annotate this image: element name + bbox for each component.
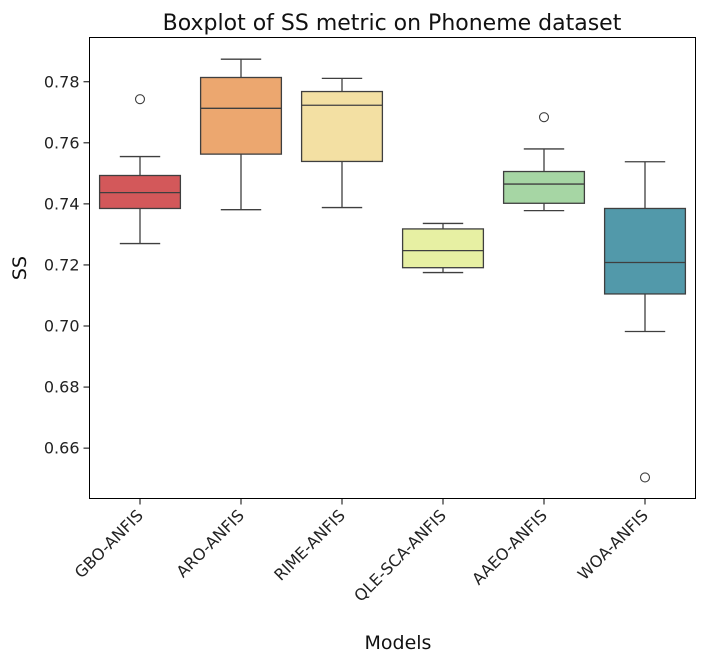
box-qle-sca-anfis	[401, 222, 485, 274]
outlier-point	[538, 112, 550, 123]
box-body	[502, 170, 586, 204]
box-body	[401, 228, 485, 269]
box-aaeo-anfis	[502, 112, 586, 212]
x-tick-label: WOA-ANFIS	[574, 506, 652, 584]
y-tick-label: 0.72	[44, 255, 80, 274]
x-tick-label: ARO-ANFIS	[173, 506, 248, 581]
y-axis: 0.66 0.68 0.70 0.72 0.74 0.76 0.78	[44, 72, 90, 458]
y-tick-label: 0.68	[44, 378, 80, 397]
outlier-point	[639, 472, 651, 483]
y-tick-label: 0.74	[44, 194, 80, 213]
y-tick-label: 0.66	[44, 439, 80, 458]
box-gbo-anfis	[98, 94, 182, 245]
chart-title: Boxplot of SS metric on Phoneme dataset	[163, 11, 622, 36]
box-body	[603, 207, 687, 295]
x-tick-label: QLE-SCA-ANFIS	[350, 506, 450, 606]
plot-frame	[89, 37, 696, 499]
box-rime-anfis	[300, 77, 384, 209]
x-axis: GBO-ANFIS ARO-ANFIS RIME-ANFIS QLE-SCA-ANFI…	[71, 498, 652, 606]
plot-area	[98, 58, 687, 483]
x-tick-label: RIME-ANFIS	[270, 506, 349, 585]
box-body	[300, 90, 384, 163]
x-tick-label: GBO-ANFIS	[71, 506, 147, 582]
y-tick-label: 0.70	[44, 317, 80, 336]
y-axis-label: SS	[9, 256, 31, 280]
box-woa-anfis	[603, 161, 687, 483]
y-tick-label: 0.78	[44, 72, 80, 91]
outlier-point	[134, 94, 146, 105]
box-body	[199, 76, 283, 155]
x-tick-label: AAEO-ANFIS	[468, 506, 551, 589]
y-tick-label: 0.76	[44, 133, 80, 152]
x-axis-label: Models	[365, 632, 432, 654]
box-aro-anfis	[199, 58, 283, 211]
